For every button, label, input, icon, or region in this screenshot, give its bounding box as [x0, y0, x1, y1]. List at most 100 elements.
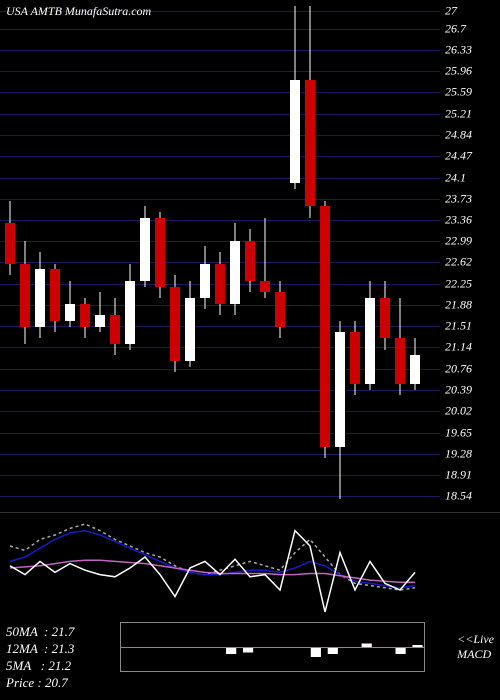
candle — [395, 0, 405, 510]
candle-body — [140, 218, 150, 281]
stats-block: 50MA : 21.712MA : 21.35MA : 21.2Price : … — [6, 624, 74, 692]
y-tick-label: 23.73 — [445, 191, 472, 206]
y-tick-label: 20.39 — [445, 383, 472, 398]
candle-body — [260, 281, 270, 292]
macd-bar — [226, 648, 236, 654]
candle-body — [95, 315, 105, 326]
candle-body — [155, 218, 165, 287]
candle — [245, 0, 255, 510]
y-tick-label: 21.51 — [445, 319, 472, 334]
candle — [320, 0, 330, 510]
indicator-lines — [0, 513, 440, 623]
candle — [350, 0, 360, 510]
candle-body — [215, 264, 225, 304]
candle — [185, 0, 195, 510]
candle-body — [65, 304, 75, 321]
candle — [155, 0, 165, 510]
candle-body — [170, 287, 180, 361]
candle-body — [395, 338, 405, 384]
candle — [110, 0, 120, 510]
candle — [20, 0, 30, 510]
chart-container: USA AMTB MunafaSutra.com 2726.726.3325.9… — [0, 0, 500, 700]
macd-panel — [120, 622, 425, 672]
macd-bar — [311, 648, 321, 657]
candle-body — [50, 269, 60, 321]
candle-body — [380, 298, 390, 338]
price-panel: 2726.726.3325.9625.5925.2124.8424.4724.1… — [0, 0, 440, 510]
candle-body — [200, 264, 210, 298]
candle — [200, 0, 210, 510]
y-tick-label: 22.62 — [445, 255, 472, 270]
macd-bar — [243, 648, 253, 653]
candle-body — [245, 241, 255, 281]
macd-zero-line — [121, 647, 424, 648]
y-tick-label: 24.47 — [445, 149, 472, 164]
y-tick-label: 20.02 — [445, 404, 472, 419]
y-tick-label: 25.96 — [445, 64, 472, 79]
stat-line: Price : 20.7 — [6, 675, 74, 692]
candle-body — [125, 281, 135, 344]
candle-body — [5, 223, 15, 263]
macd-bar — [328, 648, 338, 654]
stat-line: 5MA : 21.2 — [6, 658, 74, 675]
y-tick-label: 24.84 — [445, 128, 472, 143]
y-tick-label: 21.14 — [445, 340, 472, 355]
candle-body — [335, 332, 345, 447]
candle — [380, 0, 390, 510]
candle — [230, 0, 240, 510]
indicator-line-white — [10, 531, 415, 612]
candle — [170, 0, 180, 510]
candle — [365, 0, 375, 510]
y-tick-label: 19.28 — [445, 446, 472, 461]
stat-line: 50MA : 21.7 — [6, 624, 74, 641]
candle — [290, 0, 300, 510]
candle — [410, 0, 420, 510]
candle-body — [305, 80, 315, 206]
candle — [125, 0, 135, 510]
candle — [35, 0, 45, 510]
chart-title: USA AMTB MunafaSutra.com — [6, 4, 151, 19]
candle-body — [80, 304, 90, 327]
candle-body — [20, 264, 30, 327]
candle — [95, 0, 105, 510]
candle — [80, 0, 90, 510]
macd-label: <<Live MACD — [457, 632, 494, 662]
macd-histogram — [121, 623, 426, 673]
candle — [50, 0, 60, 510]
y-tick-label: 27 — [445, 4, 457, 19]
candle — [65, 0, 75, 510]
candle-body — [275, 292, 285, 326]
y-tick-label: 22.25 — [445, 276, 472, 291]
y-tick-label: 20.76 — [445, 362, 472, 377]
y-tick-label: 22.99 — [445, 234, 472, 249]
y-tick-label: 26.7 — [445, 21, 466, 36]
candle-body — [185, 298, 195, 361]
candle-body — [320, 206, 330, 447]
indicator-line-blue — [10, 531, 415, 588]
stat-line: 12MA : 21.3 — [6, 641, 74, 658]
candle-body — [350, 332, 360, 384]
candle — [140, 0, 150, 510]
y-tick-label: 18.91 — [445, 468, 472, 483]
candle — [260, 0, 270, 510]
candle — [215, 0, 225, 510]
candle — [305, 0, 315, 510]
y-tick-label: 23.36 — [445, 213, 472, 228]
y-tick-label: 25.21 — [445, 107, 472, 122]
candle-body — [35, 269, 45, 326]
indicator-panel — [0, 512, 500, 622]
candle-body — [110, 315, 120, 344]
candle — [275, 0, 285, 510]
macd-label-line1: <<Live — [457, 632, 494, 647]
candle-body — [290, 80, 300, 183]
y-tick-label: 26.33 — [445, 42, 472, 57]
y-tick-label: 21.88 — [445, 297, 472, 312]
y-tick-label: 25.59 — [445, 85, 472, 100]
candle — [335, 0, 345, 510]
y-tick-label: 18.54 — [445, 489, 472, 504]
candle — [5, 0, 15, 510]
candle-body — [230, 241, 240, 304]
macd-label-line2: MACD — [457, 647, 494, 662]
y-tick-label: 24.1 — [445, 170, 466, 185]
candle-body — [365, 298, 375, 384]
